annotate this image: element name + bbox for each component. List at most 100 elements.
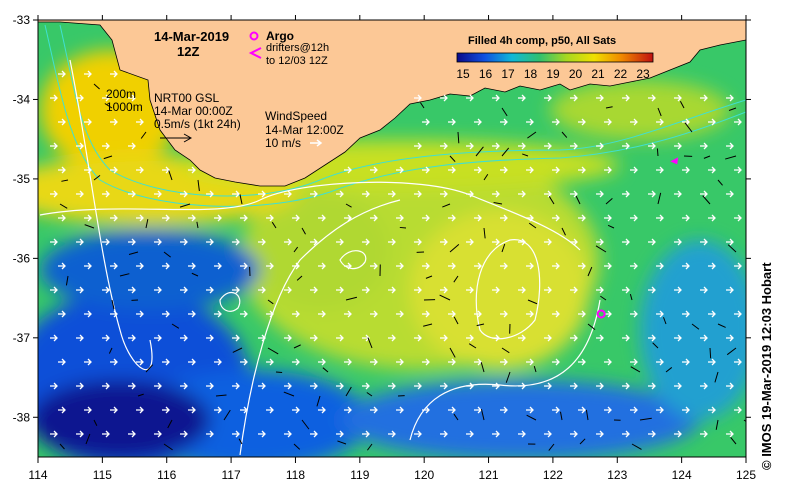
wind-arrow-icon	[526, 214, 534, 222]
current-arrow-icon	[322, 367, 329, 373]
wind-arrow-icon	[518, 334, 526, 342]
current-arrow-icon	[85, 433, 91, 445]
wind-arrow-icon	[396, 406, 404, 414]
wind-arrow-icon	[58, 118, 66, 126]
wind-arrow-icon	[622, 430, 630, 438]
wind-arrow-icon	[570, 382, 578, 390]
lon-tick-label: 123	[607, 468, 627, 482]
wind-arrow-icon	[552, 262, 560, 270]
wind-arrow-icon	[518, 286, 526, 294]
current-arrow-icon	[345, 296, 358, 301]
current-arrow-icon	[366, 392, 373, 397]
wind-arrow-icon	[136, 406, 144, 414]
current-arrow-icon	[345, 386, 352, 397]
current-arrow-icon	[59, 203, 68, 209]
wind-arrow-icon	[466, 190, 474, 198]
wind-arrow-icon	[440, 94, 448, 102]
current-arrow-icon	[425, 275, 433, 279]
wind-arrow-icon	[674, 142, 682, 150]
wind-arrow-icon	[518, 190, 526, 198]
wind-arrow-icon	[648, 382, 656, 390]
wind-arrow-icon	[50, 334, 58, 342]
wind-arrow-icon	[180, 190, 188, 198]
wind-arrow-icon	[232, 334, 240, 342]
wind-arrow-icon	[700, 286, 708, 294]
wind-arrow-icon	[128, 430, 136, 438]
wind-arrow-icon	[500, 214, 508, 222]
wind-arrow-icon	[570, 238, 578, 246]
wind-arrow-icon	[188, 166, 196, 174]
wind-arrow-icon	[596, 430, 604, 438]
wind-arrow-icon	[414, 94, 422, 102]
wind-arrow-icon	[700, 94, 708, 102]
lat-tick-label: -33	[13, 13, 31, 27]
lon-tick-label: 114	[28, 468, 47, 482]
wind-arrow-icon	[448, 166, 456, 174]
wind-arrow-icon	[76, 94, 84, 102]
current-arrow-icon	[93, 174, 101, 181]
wind-arrow-icon	[526, 166, 534, 174]
colorbar-tick-label: 22	[614, 67, 628, 81]
wind-arrow-icon	[630, 214, 638, 222]
lat-tick-label: -37	[13, 331, 31, 345]
wind-arrow-icon	[362, 430, 370, 438]
wind-arrow-icon	[700, 334, 708, 342]
current-arrow-icon	[483, 227, 486, 239]
wind-arrow-icon	[734, 358, 742, 366]
wind-arrow-icon	[206, 190, 214, 198]
current-vectors	[59, 83, 746, 451]
wind-arrow-icon	[474, 310, 482, 318]
wind-arrow-icon	[708, 310, 716, 318]
wind-arrow-icon	[180, 334, 188, 342]
wind-arrow-icon	[284, 382, 292, 390]
current-arrow-icon	[684, 122, 693, 133]
wind-arrow-icon	[396, 358, 404, 366]
current-arrow-icon	[587, 266, 593, 277]
wind-arrow-icon	[674, 334, 682, 342]
current-arrow-icon	[493, 202, 503, 205]
wind-arrow-icon	[734, 118, 742, 126]
argo-legend-label: Argo	[266, 29, 294, 43]
lat-tick-label: -36	[13, 251, 31, 265]
wind-arrow-icon	[544, 94, 552, 102]
wind-arrow-icon	[310, 430, 318, 438]
wind-arrow-icon	[466, 382, 474, 390]
wind-arrow-icon	[674, 94, 682, 102]
wind-arrow-icon	[700, 430, 708, 438]
wind-arrow-icon	[206, 430, 214, 438]
wind-arrow-icon	[128, 142, 136, 150]
lon-tick-label: 120	[414, 468, 434, 482]
wind-arrow-icon	[700, 190, 708, 198]
wind-arrow-icon	[310, 190, 318, 198]
wind-arrow-icon	[526, 118, 534, 126]
wind-arrow-icon	[630, 358, 638, 366]
wind-arrow-icon	[258, 430, 266, 438]
wind-arrow-icon	[440, 190, 448, 198]
current-arrow-icon	[145, 219, 149, 229]
wind-arrow-icon	[466, 94, 474, 102]
wind-arrow-icon	[500, 358, 508, 366]
wind-arrow-icon	[596, 334, 604, 342]
current-arrow-icon	[629, 294, 633, 301]
wind-arrow-icon	[700, 238, 708, 246]
wind-arrow-icon	[258, 286, 266, 294]
wind-arrow-icon	[474, 214, 482, 222]
wind-arrow-icon	[622, 286, 630, 294]
wind-arrow-icon	[232, 238, 240, 246]
current-arrow-icon	[476, 323, 485, 327]
current-arrow-icon	[59, 443, 65, 450]
current-arrow-icon	[65, 275, 69, 286]
wind-arrow-icon	[518, 238, 526, 246]
current-arrow-icon	[522, 153, 529, 157]
credit-label: © IMOS 19-Mar-2019 12:03 Hobart	[759, 262, 774, 470]
wind-arrow-icon	[544, 142, 552, 150]
wind-arrow-icon	[500, 118, 508, 126]
colorbar-tick-label: 16	[479, 67, 493, 81]
wind-arrow-icon	[76, 190, 84, 198]
wind-arrow-icon	[110, 262, 118, 270]
wind-arrow-icon	[162, 262, 170, 270]
latitude-axis: -33 -34 -35 -36 -37 -38	[13, 13, 751, 424]
wind-arrow-icon	[188, 358, 196, 366]
current-arrow-icon	[337, 440, 347, 445]
wind-arrow-icon	[310, 382, 318, 390]
